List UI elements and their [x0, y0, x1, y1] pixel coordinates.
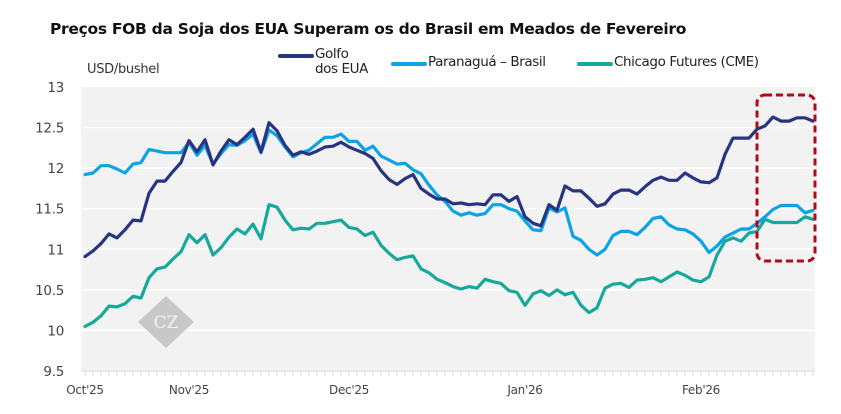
- watermark-text: CZ: [154, 313, 179, 333]
- watermark-diamond-icon: [138, 296, 194, 348]
- legend-item-paranagua: Paranaguá – Brasil: [391, 55, 546, 70]
- legend-label-golfo-line2: dos EUA: [315, 61, 368, 77]
- series-line-chicago: [83, 203, 815, 328]
- legend-item-golfo: Golfo dos EUA: [278, 47, 395, 77]
- legend-swatch-chicago: [577, 62, 613, 66]
- legend-item-chicago: Chicago Futures (CME): [577, 55, 759, 70]
- plot-area: [81, 87, 815, 371]
- legend-label-golfo-line1: Golfo: [315, 46, 349, 62]
- y-tick-label: 13: [47, 80, 64, 96]
- y-tick-label: 10.5: [35, 283, 64, 299]
- legend-label-chicago: Chicago Futures (CME): [614, 54, 759, 70]
- series-lines: [83, 115, 815, 328]
- gridlines: [81, 126, 815, 332]
- chart-title: Preços FOB da Soja dos EUA Superam os do…: [50, 20, 687, 38]
- y-tick-label: 11: [47, 242, 64, 258]
- legend-label-golfo: Golfo dos EUA: [315, 47, 395, 77]
- x-tick-label: Dec'25: [329, 383, 369, 397]
- x-tick-label: Oct'25: [66, 383, 104, 397]
- y-axis-unit-label: USD/bushel: [87, 62, 160, 77]
- legend-swatch-golfo: [278, 54, 314, 58]
- x-tick-label: Feb'26: [682, 383, 720, 397]
- watermark-logo: CZ: [138, 296, 194, 348]
- y-tick-label: 12.5: [35, 121, 64, 137]
- x-axis: Oct'25 Nov'25 Dec'25 Jan'26 Feb'26: [66, 370, 815, 397]
- legend-label-paranagua: Paranaguá – Brasil: [428, 54, 546, 70]
- y-tick-label: 10: [47, 323, 64, 339]
- highlight-box: [755, 93, 817, 263]
- legend-swatch-paranagua: [391, 62, 427, 66]
- series-line-golfo: [83, 115, 815, 259]
- y-tick-label: 11.5: [35, 202, 64, 218]
- x-tick-label: Jan'26: [506, 383, 542, 397]
- y-tick-label: 9.5: [43, 364, 64, 380]
- y-axis: 9.5 10 10.5 11 11.5 12 12.5 13: [35, 80, 64, 380]
- x-tick-label: Nov'25: [169, 383, 209, 397]
- y-tick-label: 12: [47, 161, 64, 177]
